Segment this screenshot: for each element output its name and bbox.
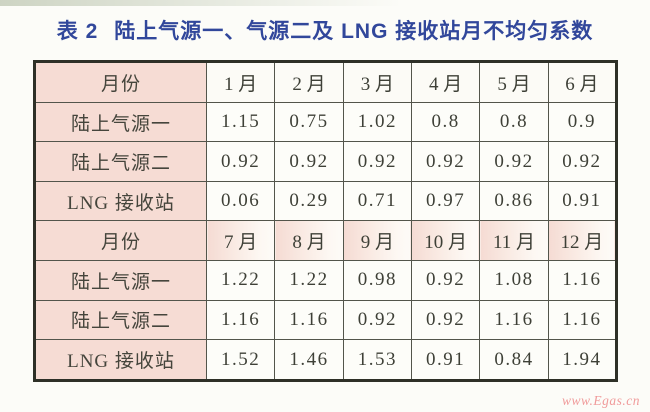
value-cell: 0.86 <box>479 180 549 222</box>
data-row: 陆上气源一 1.22 1.22 0.98 0.92 1.08 1.16 <box>34 259 618 301</box>
month-header-cell: 4 月 <box>410 61 481 103</box>
value-cell: 0.91 <box>410 339 481 381</box>
value-cell: 1.52 <box>205 339 276 381</box>
row-label-cell: LNG 接收站 <box>34 180 207 222</box>
value-cell: 1.46 <box>274 339 344 381</box>
month-header-cell: 12 月 <box>547 220 618 261</box>
value-cell: 1.16 <box>205 299 276 341</box>
month-header-cell: 10 月 <box>410 220 481 261</box>
month-header-cell: 8 月 <box>274 220 344 261</box>
value-cell: 1.16 <box>547 299 618 341</box>
value-cell: 0.29 <box>274 180 344 222</box>
month-header-cell: 1 月 <box>205 61 276 103</box>
value-cell: 1.22 <box>205 259 276 301</box>
value-cell: 1.22 <box>274 259 344 301</box>
value-cell: 0.92 <box>205 141 276 182</box>
row-label-cell: 陆上气源二 <box>34 299 207 341</box>
watermark: www.Egas.cn <box>561 393 640 408</box>
data-row: 陆上气源二 1.16 1.16 0.92 0.92 1.16 1.16 <box>34 299 618 341</box>
value-cell: 0.92 <box>274 141 344 182</box>
row-label-cell: 陆上气源二 <box>34 141 207 182</box>
month-header-cell: 11 月 <box>479 220 549 261</box>
row-header-cell: 月份 <box>34 61 207 103</box>
row-header-cell: 月份 <box>34 220 207 261</box>
value-cell: 1.08 <box>479 259 549 301</box>
row-label-cell: LNG 接收站 <box>34 339 207 381</box>
value-cell: 0.92 <box>410 141 481 182</box>
value-cell: 1.53 <box>342 339 412 381</box>
value-cell: 1.16 <box>547 259 618 301</box>
table-title-text: 陆上气源一、气源二及 LNG 接收站月不均匀系数 <box>114 20 594 43</box>
value-cell: 0.92 <box>479 141 549 182</box>
value-cell: 0.75 <box>274 101 344 143</box>
value-cell: 1.02 <box>342 101 412 143</box>
month-header-cell: 5 月 <box>479 61 549 103</box>
value-cell: 1.94 <box>547 339 618 381</box>
month-header-cell: 9 月 <box>342 220 412 261</box>
table-caption: 表 2 陆上气源一、气源二及 LNG 接收站月不均匀系数 <box>0 15 650 45</box>
value-cell: 1.16 <box>274 299 344 341</box>
row-label-cell: 陆上气源一 <box>34 259 207 301</box>
value-cell: 0.71 <box>342 180 412 222</box>
value-cell: 0.84 <box>479 339 549 381</box>
value-cell: 0.91 <box>547 180 618 222</box>
value-cell: 0.98 <box>342 259 412 301</box>
value-cell: 0.92 <box>410 259 481 301</box>
value-cell: 0.92 <box>342 299 412 341</box>
month-header-cell: 3 月 <box>342 61 412 103</box>
data-row: LNG 接收站 1.52 1.46 1.53 0.91 0.84 1.94 <box>34 339 618 381</box>
row-label-cell: 陆上气源一 <box>34 101 207 143</box>
value-cell: 0.8 <box>410 101 481 143</box>
value-cell: 0.06 <box>205 180 276 222</box>
month-header-cell: 6 月 <box>547 61 618 103</box>
month-header-cell: 2 月 <box>274 61 344 103</box>
data-row: 陆上气源二 0.92 0.92 0.92 0.92 0.92 0.92 <box>34 141 618 182</box>
value-cell: 1.15 <box>205 101 276 143</box>
table-number: 表 2 <box>56 20 99 43</box>
value-cell: 1.16 <box>479 299 549 341</box>
data-row: 陆上气源一 1.15 0.75 1.02 0.8 0.8 0.9 <box>34 101 618 143</box>
scan-edge-artifact <box>0 0 403 6</box>
value-cell: 0.9 <box>547 101 618 143</box>
value-cell: 0.92 <box>410 299 481 341</box>
value-cell: 0.92 <box>547 141 618 182</box>
value-cell: 0.8 <box>479 101 549 143</box>
value-cell: 0.97 <box>410 180 481 222</box>
month-header-cell: 7 月 <box>205 220 276 261</box>
value-cell: 0.92 <box>342 141 412 182</box>
data-row: LNG 接收站 0.06 0.29 0.71 0.97 0.86 0.91 <box>34 180 618 222</box>
